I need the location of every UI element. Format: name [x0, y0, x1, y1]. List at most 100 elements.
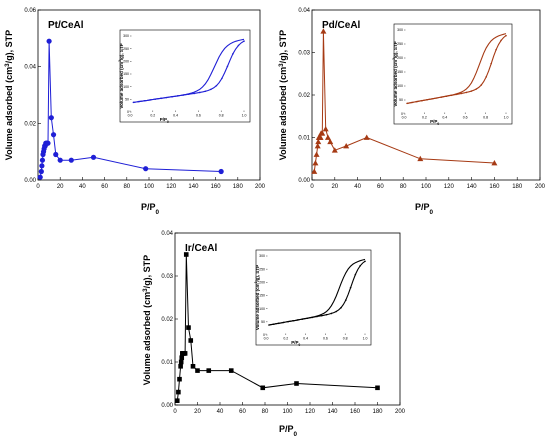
y-tick-label: 0.04 — [161, 231, 173, 237]
inset-point — [237, 44, 240, 47]
inset-y-tick-label: 50 — [125, 98, 129, 102]
inset-y-tick-label: 50 — [261, 320, 265, 324]
y-tick-label: 0.02 — [24, 121, 36, 127]
inset-point — [165, 96, 168, 99]
x-tick-label: 140 — [467, 184, 478, 190]
inset-x-tick-label: 0.2 — [283, 337, 288, 341]
inset-point — [430, 98, 433, 100]
data-point — [178, 359, 184, 365]
data-point — [48, 115, 54, 121]
inset-point — [335, 310, 337, 313]
inset-point — [232, 53, 234, 55]
data-point — [315, 138, 322, 145]
inset-point — [296, 319, 299, 321]
x-tick-label: 140 — [188, 184, 199, 190]
data-point — [190, 364, 196, 369]
data-point — [50, 132, 57, 138]
inset-point — [187, 93, 190, 96]
inset-x-tick-label: 0.0 — [402, 116, 407, 120]
inset-point — [490, 62, 492, 65]
inset-point — [435, 97, 438, 99]
inset-point — [268, 324, 270, 326]
inset-point — [277, 322, 280, 325]
inset-point — [455, 93, 458, 96]
y-tick-label: 0.06 — [24, 8, 36, 14]
data-point — [188, 338, 194, 343]
inset-y-tick-label: 250 — [259, 267, 265, 271]
inset-point — [154, 98, 157, 100]
data-point — [322, 126, 329, 132]
inset-point — [215, 84, 218, 87]
x-tick-label: 0 — [173, 409, 177, 415]
data-point — [68, 157, 74, 163]
inset-point — [138, 100, 140, 103]
inset-y-axis-label: Volume adsorbed (cm3/g), STP — [254, 265, 260, 330]
y-axis-label: Volume adsorbed (cm3/g), STP — [4, 30, 15, 160]
inset-x-tick-label: 0.6 — [463, 116, 468, 120]
inset-y-tick-label: 200 — [259, 281, 265, 285]
x-tick-label: 20 — [331, 184, 338, 190]
inset-y-tick-label: 100 — [259, 307, 265, 311]
data-point — [57, 157, 63, 163]
y-tick-label: 0.00 — [161, 403, 173, 409]
data-point — [375, 385, 380, 391]
inset-x-tick-label: 1.0 — [504, 116, 509, 120]
inset-point — [349, 286, 352, 289]
inset-point — [475, 88, 478, 90]
x-tick-label: 80 — [123, 184, 130, 190]
panel-title: Pt/CeAl — [48, 20, 84, 31]
chart-panel-2: 0 20 40 60 80 100 120 140 160 180 2000.000.010.020… — [278, 8, 546, 216]
inset-point — [193, 92, 196, 95]
panel-title: Ir/CeAl — [185, 243, 217, 254]
inset-point — [198, 91, 201, 94]
x-tick-label: 100 — [282, 409, 293, 415]
data-point — [179, 355, 185, 360]
x-tick-label: 120 — [305, 409, 316, 415]
x-tick-label: 60 — [239, 409, 246, 415]
data-point — [294, 381, 299, 386]
inset-x-tick-label: 0.2 — [422, 116, 427, 120]
x-tick-label: 0 — [310, 184, 314, 190]
inset-point — [226, 65, 229, 68]
inset-point — [316, 315, 318, 318]
data-point — [174, 398, 180, 403]
chart-panel-3: 0 20 40 60 80 100 120 140 160 180 2000.000.010.020… — [142, 231, 406, 438]
data-point — [176, 389, 181, 395]
inset-point — [411, 101, 413, 104]
x-tick-label: 200 — [255, 184, 266, 190]
data-point — [319, 130, 326, 136]
inset-point — [306, 317, 309, 320]
y-tick-label: 0.02 — [298, 93, 310, 99]
inset-x-tick-label: 0.0 — [264, 337, 269, 341]
chart-panel-1: 0 20 40 60 80 100 120 140 160 180 2000.000.020.040… — [4, 8, 266, 216]
data-point — [53, 151, 59, 158]
data-point — [186, 325, 191, 330]
x-tick-label: 180 — [512, 184, 523, 190]
x-tick-label: 200 — [395, 409, 406, 415]
inset-point — [221, 77, 223, 80]
data-point — [39, 157, 46, 163]
inset-x-tick-label: 0.6 — [323, 337, 328, 341]
data-point — [331, 147, 338, 153]
inset-y-tick-label: 100 — [123, 85, 129, 89]
inset-x-tick-label: 0.8 — [483, 116, 488, 120]
inset-y-tick-label: 0 — [401, 112, 403, 116]
inset-x-tick-label: 0.4 — [303, 337, 308, 341]
x-tick-label: 180 — [372, 409, 383, 415]
inset-y-tick-label: 100 — [397, 84, 403, 88]
y-tick-label: 0.02 — [161, 317, 173, 323]
inset-y-axis-label: Volume adsorbed (cm3/g), STP — [118, 43, 124, 108]
inset-point — [204, 90, 207, 93]
data-point — [312, 160, 319, 166]
data-point — [363, 134, 370, 140]
inset-point — [176, 95, 179, 97]
inset-point — [485, 76, 488, 78]
x-tick-label: 200 — [535, 184, 546, 190]
inset-y-tick-label: 250 — [123, 47, 129, 51]
inset-y-tick-label: 50 — [399, 98, 403, 102]
data-point — [311, 168, 318, 174]
data-point — [491, 160, 498, 166]
y-tick-label: 0.01 — [161, 360, 173, 366]
inset-y-tick-label: 150 — [123, 72, 129, 76]
inset-point — [495, 48, 497, 51]
